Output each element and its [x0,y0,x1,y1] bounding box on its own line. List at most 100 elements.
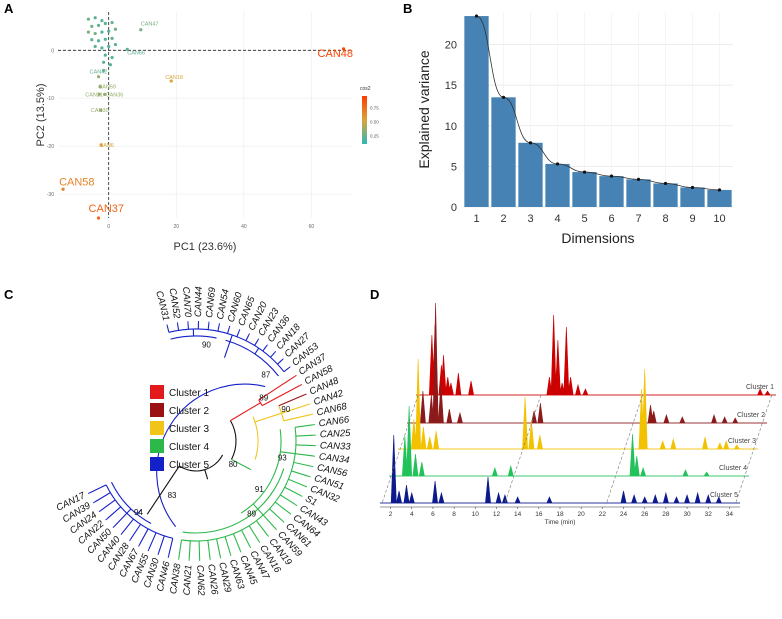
point-label: CAN42 [90,69,108,75]
bootstrap-label: 93 [278,453,287,462]
scatter-point [90,24,94,28]
x-tick-label: 20 [173,224,179,230]
tree-leaf-branch [281,358,284,361]
x-tick-label: 10 [472,511,480,518]
point-label: CAN59 [98,85,116,91]
scatter-point [96,39,101,43]
tree-leaf-branch [138,544,140,547]
tree-radial-branch [281,404,309,414]
tree-leaf-branch [129,538,132,542]
point-label: CAN21 [85,92,103,98]
bar [518,142,543,207]
bootstrap-label: 90 [202,341,211,350]
scatter-point [86,30,91,34]
trend-point [582,170,587,174]
tree-leaf-branch [304,393,307,396]
legend-label: Cluster 4 [169,442,209,453]
tree-leaf-branch [304,485,308,488]
tree-radial-branch [223,334,233,358]
tree-leaf-label: CAN66 [318,414,351,429]
guide-dashed-line [381,394,419,504]
tree-leaf-branch [258,540,261,543]
tree-radial-branch [295,453,314,457]
tree-radial-branch [136,509,142,515]
point-label: CAN6 [99,143,114,149]
tree-leaf-branch [288,366,291,369]
x-tick-label: 3 [527,213,533,225]
tree-radial-branch [106,506,122,520]
tree-leaf-branch [295,504,298,507]
legend-tick-label: 0.75 [370,105,379,110]
legend-label: Cluster 3 [169,424,209,435]
guide-dashed-line [504,394,542,504]
legend-swatch [150,457,164,471]
x-axis-label: Dimensions [561,230,634,246]
trend-point [474,14,479,18]
bar [707,189,732,207]
tree-radial-branch [89,484,107,494]
tree-radial-branch [139,528,149,545]
trend-point [717,188,722,192]
tree-leaf-branch [249,545,252,549]
stacked-chromatograms: Cluster 1 Cluster 2 Cluster 3 Cluster 4 Clus… [380,302,776,526]
scatter-point [341,47,346,51]
y-tick-label: 10 [445,121,457,133]
tree-leaf-branch [229,553,232,556]
scatter-point [102,68,106,73]
tree-radial-branch [188,540,191,559]
scatter-point [100,46,104,50]
trace-label: Cluster 1 [746,384,774,391]
legend-tick-label: 0.50 [370,119,379,124]
bar [572,172,597,207]
tree-leaf-branch [274,528,278,531]
tree-arc [252,416,259,460]
tree-radial-branch [295,434,314,437]
tree-radial-branch [113,512,128,527]
scatter-point [113,27,118,31]
tree-leaf-label: CAN70 [180,286,193,318]
trend-point [501,95,506,99]
trace-label: Cluster 2 [737,412,765,419]
y-tick-label: 0 [51,48,54,54]
tree-leaf-branch [239,550,242,553]
scatter-point [107,44,111,49]
tree-radial-branch [283,367,290,373]
x-tick-label: 28 [662,511,670,518]
tree-leaf-label: CAN62 [194,565,206,597]
scatter-point [99,108,103,112]
tree-radial-branch [121,518,134,534]
tree-radial-branch [231,459,252,471]
scatter-point [110,36,114,40]
scatter-point [93,16,97,20]
tree-radial-branch [146,465,180,515]
point-label: CAN58 [59,176,94,188]
tree-radial-branch [241,529,251,547]
x-tick-label: 24 [620,511,628,518]
tree-leaf-label: CAN34 [318,451,350,466]
point-label: CAN37 [89,203,124,215]
tree-radial-branch [270,352,275,358]
tree-leaf-branch [294,374,297,377]
x-tick-label: 9 [689,213,695,225]
scatter-point [90,38,94,42]
tree-arc [182,468,285,534]
bootstrap-label: 80 [229,460,238,469]
tree-radial-branch [284,486,301,497]
tree-radial-branch [280,451,296,455]
scatter-point [61,187,65,191]
tree-arc [170,335,217,340]
tree-radial-branch [126,508,132,514]
panel-c: C CAN31 CAN52 CAN70 CAN44 CAN69 CAN54 CAN60 CAN… [0,283,372,619]
tree-leaf-label: CAN21 [182,564,195,595]
scatter-point [99,143,103,147]
tree-radial-branch [207,323,210,330]
tree-leaf-label: CAN52 [167,287,183,320]
x-tick-label: 2 [389,511,393,518]
tree-arc [225,339,279,377]
x-tick-label: 26 [641,511,649,518]
tree-radial-branch [262,514,276,529]
tree-leaf-branch [112,525,115,529]
tree-radial-branch [178,539,183,558]
x-tick-label: 8 [662,213,668,225]
tree-radial-branch [148,532,157,550]
